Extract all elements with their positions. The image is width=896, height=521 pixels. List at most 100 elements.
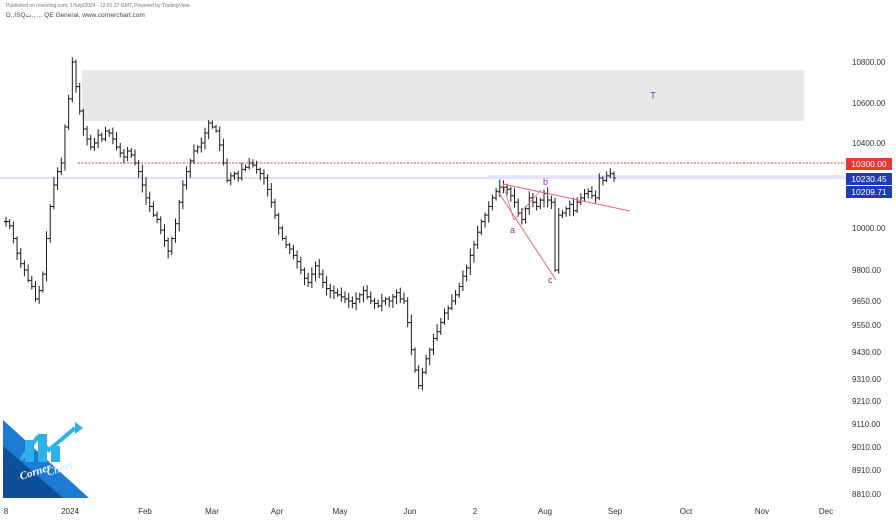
ohlc-bar xyxy=(471,240,476,263)
ohlc-bar xyxy=(55,167,60,191)
ohlc-bar xyxy=(556,208,561,274)
ohlc-bar xyxy=(103,126,108,142)
x-tick-label: 8 xyxy=(4,507,9,516)
ohlc-bar xyxy=(413,347,418,373)
ohlc-bar xyxy=(387,296,392,308)
ohlc-bar xyxy=(357,292,362,303)
x-tick-label: Oct xyxy=(680,507,693,516)
ohlc-bar xyxy=(600,176,605,186)
ohlc-bar xyxy=(15,236,20,261)
ohlc-bar xyxy=(553,197,558,273)
ohlc-bar xyxy=(486,201,491,223)
y-tick-label: 9210.00 xyxy=(852,397,881,406)
ohlc-bar xyxy=(188,158,193,179)
ohlc-bar xyxy=(446,305,451,320)
ohlc-bar xyxy=(144,177,149,205)
ohlc-bar xyxy=(508,186,513,202)
ohlc-bar xyxy=(33,280,38,302)
ohlc-bar xyxy=(221,138,226,166)
ohlc-bar xyxy=(538,197,543,210)
y-tick-label: 10000.00 xyxy=(852,224,886,233)
x-tick-label: May xyxy=(332,507,347,516)
ohlc-bar xyxy=(523,206,528,224)
ohlc-bar xyxy=(582,188,587,202)
ohlc-bar xyxy=(7,219,12,230)
triangle-upper-line xyxy=(502,183,631,212)
price-label-red: 10300.00 xyxy=(846,158,892,170)
target-zone xyxy=(82,70,804,121)
ohlc-bar xyxy=(217,126,222,152)
ohlc-bar xyxy=(317,258,322,279)
ohlc-bar xyxy=(269,183,274,208)
y-tick-label: 8810.00 xyxy=(852,490,881,499)
ohlc-bar xyxy=(468,248,473,276)
ohlc-bar xyxy=(77,82,82,115)
svg-text:10209.71: 10209.71 xyxy=(851,187,887,197)
ohlc-bar xyxy=(88,134,93,150)
ohlc-bar xyxy=(427,347,432,366)
ohlc-bar xyxy=(151,201,156,217)
ohlc-bar xyxy=(276,212,281,235)
ohlc-bar xyxy=(564,206,569,217)
x-tick-label: 2024 xyxy=(61,507,79,516)
ohlc-bar xyxy=(284,235,289,249)
ohlc-bar xyxy=(140,164,145,193)
ohlc-bar xyxy=(483,212,488,228)
ohlc-bar xyxy=(335,288,340,297)
ohlc-bar xyxy=(169,236,174,255)
ohlc-bar xyxy=(26,264,31,283)
y-tick-label: 9110.00 xyxy=(852,420,881,429)
ohlc-bar xyxy=(184,166,189,190)
chart-subtitle: D.,ISQت., ... QE General, www.cornerchar… xyxy=(6,11,145,19)
ohlc-bar xyxy=(449,294,454,311)
publish-info: Published on Investing.com, 1/Sep/2024 -… xyxy=(6,3,191,9)
ohlc-bar xyxy=(96,129,101,149)
ohlc-bar xyxy=(132,149,137,166)
ohlc-bar xyxy=(59,157,64,175)
y-tick-label: 10400.00 xyxy=(852,139,886,148)
ohlc-bar xyxy=(177,199,182,232)
x-tick-label: Sep xyxy=(608,507,623,516)
y-tick-label: 10600.00 xyxy=(852,99,886,108)
ohlc-bar xyxy=(74,59,79,93)
ohlc-bar xyxy=(416,365,421,389)
ohlc-bar xyxy=(401,292,406,305)
ohlc-bar xyxy=(306,272,311,287)
ohlc-bar xyxy=(66,94,71,130)
ohlc-bar xyxy=(210,120,215,129)
ohlc-bar xyxy=(51,176,56,210)
ohlc-bar xyxy=(85,126,90,146)
site-name: www.cornerchart.com xyxy=(82,12,145,19)
ohlc-bar xyxy=(571,197,576,217)
ohlc-bar xyxy=(586,188,591,199)
ohlc-bar xyxy=(22,260,27,277)
ohlc-bar xyxy=(549,195,554,210)
ohlc-bar xyxy=(40,271,45,293)
ohlc-bar xyxy=(147,191,152,213)
ohlc-bar xyxy=(121,148,126,164)
ohlc-bar xyxy=(597,173,602,201)
ohlc-bar xyxy=(4,216,8,227)
ohlc-bar xyxy=(261,169,266,185)
wave-a-line xyxy=(502,183,515,221)
target-label: T xyxy=(650,91,656,101)
price-label-blue: 10209.71 xyxy=(846,186,892,198)
ohlc-bar xyxy=(475,225,480,249)
y-tick-label: 9310.00 xyxy=(852,375,881,384)
price-label-blue: 10230.45 xyxy=(846,173,892,185)
ohlc-bar xyxy=(228,172,233,186)
ohlc-bar xyxy=(92,138,97,151)
ohlc-bar xyxy=(545,187,550,208)
ohlc-bar xyxy=(350,296,355,309)
ohlc-bar xyxy=(390,293,395,308)
ohlc-bar xyxy=(158,216,163,235)
y-tick-label: 9430.00 xyxy=(852,348,881,357)
ohlc-bar xyxy=(199,137,204,153)
ohlc-bar xyxy=(494,187,499,201)
ohlc-bar xyxy=(214,124,219,133)
ohlc-bar xyxy=(519,207,524,225)
ohlc-bar xyxy=(464,264,469,282)
ohlc-bar xyxy=(48,204,53,243)
y-tick-label: 8910.00 xyxy=(852,466,881,475)
ohlc-bar xyxy=(162,224,167,247)
